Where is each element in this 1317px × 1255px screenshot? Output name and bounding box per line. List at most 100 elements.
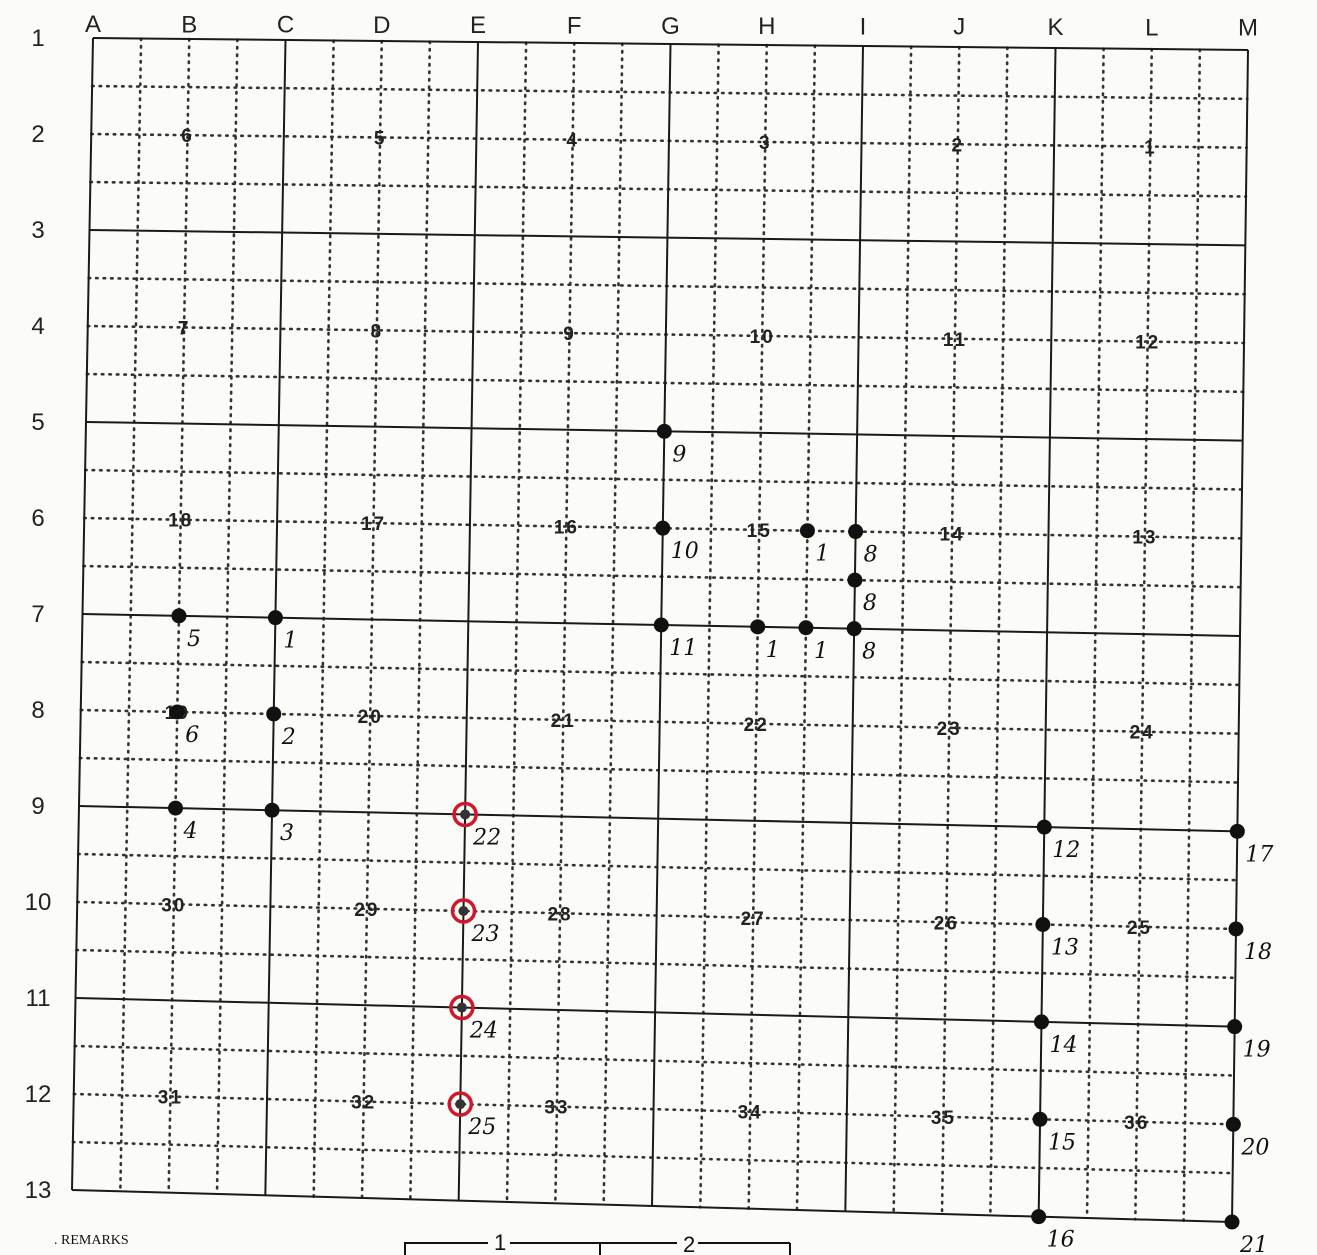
point-label: 1 (814, 639, 828, 664)
point-dot (1032, 1111, 1048, 1127)
section-number: 27 (741, 909, 766, 930)
row-label: 4 (31, 313, 44, 340)
column-label: E (470, 12, 486, 39)
section-number: 14 (939, 524, 964, 545)
point-label: 22 (472, 825, 501, 850)
point-label: 12 (1052, 838, 1080, 863)
point-dot (1229, 823, 1245, 839)
point-label: 10 (671, 539, 699, 564)
column-label: J (953, 14, 965, 41)
column-label: G (661, 13, 680, 40)
point-dot (264, 802, 280, 818)
point-label: 3 (280, 821, 294, 846)
scale-label-2: 2 (683, 1232, 695, 1255)
point-label: 1 (766, 638, 780, 663)
survey-point: 12 (1036, 819, 1080, 863)
survey-point: 24 (449, 994, 498, 1044)
section-number: 10 (750, 327, 775, 348)
row-label: 8 (31, 697, 44, 724)
survey-point: 8 (847, 572, 877, 616)
point-label: 6 (185, 723, 199, 748)
section-number: 15 (747, 521, 772, 542)
survey-point: 23 (450, 898, 500, 947)
row-label: 2 (31, 121, 44, 148)
row-label: 1 (31, 25, 44, 52)
row-label: 9 (31, 793, 44, 820)
column-label: K (1047, 14, 1063, 41)
column-label: A (85, 11, 101, 38)
section-number: 31 (158, 1088, 183, 1109)
column-labels: A B C D E F G H I J K L M (85, 11, 1258, 42)
point-dot (458, 906, 469, 916)
section-number: 30 (161, 895, 186, 916)
point-dot (1224, 1214, 1240, 1230)
point-label: 5 (187, 627, 201, 652)
point-label: 8 (863, 591, 877, 616)
section-number: 22 (744, 715, 769, 736)
section-number: 35 (931, 1108, 956, 1129)
section-number: 3 (759, 133, 772, 154)
red-circle-mark (452, 801, 478, 828)
section-number: 7 (178, 318, 191, 339)
column-label: C (277, 12, 294, 39)
point-dot (1227, 1019, 1243, 1035)
survey-point: 8 (846, 621, 876, 665)
red-circle-mark (447, 1091, 474, 1117)
point-label: 8 (864, 543, 878, 568)
section-number: 23 (937, 719, 962, 740)
section-number: 5 (374, 128, 387, 149)
survey-point: 8 (848, 524, 878, 568)
point-label: 2 (281, 725, 296, 750)
red-circle-mark (449, 994, 475, 1021)
column-label: B (181, 11, 197, 38)
point-label: 25 (467, 1115, 496, 1140)
section-number: 33 (544, 1098, 569, 1119)
survey-point: 2 (266, 706, 296, 750)
point-dot (1228, 921, 1244, 937)
survey-point: 13 (1035, 917, 1079, 961)
point-label: 21 (1239, 1233, 1268, 1255)
survey-point: 1 (750, 619, 780, 663)
row-label: 7 (31, 601, 44, 628)
point-dot (656, 423, 672, 439)
point-label: 9 (672, 442, 686, 467)
section-number: 16 (554, 517, 579, 538)
column-label: I (860, 13, 867, 40)
survey-point: 18 (1228, 921, 1272, 965)
section-number: 13 (1132, 528, 1157, 549)
section-number: 36 (1124, 1113, 1149, 1134)
footer: . REMARKS 1 2 (54, 1230, 791, 1255)
row-label: 5 (31, 409, 44, 436)
section-number: 17 (361, 514, 386, 535)
point-dot (1036, 819, 1052, 835)
point-dot (846, 621, 862, 637)
column-label: M (1238, 15, 1258, 42)
section-number: 11 (943, 330, 967, 351)
section-number: 4 (566, 131, 579, 152)
survey-point: 1 (798, 620, 828, 664)
scale-label-1: 1 (494, 1230, 506, 1255)
section-number: 2 (952, 135, 965, 156)
column-label: F (567, 13, 582, 40)
column-label: D (373, 12, 390, 39)
point-dot (847, 572, 863, 588)
point-dot (848, 524, 864, 540)
section-number: 12 (1135, 333, 1160, 354)
point-dot (169, 704, 185, 720)
point-label: 20 (1240, 1135, 1269, 1160)
scale-bar: 1 2 (404, 1230, 791, 1255)
point-label: 1 (283, 629, 297, 654)
section-number: 9 (563, 324, 576, 345)
point-label: 23 (471, 922, 500, 947)
survey-point: 10 (655, 520, 699, 564)
survey-point: 22 (452, 801, 501, 850)
point-dot (1225, 1116, 1241, 1132)
point-label: 4 (183, 819, 198, 844)
section-number: 32 (351, 1093, 376, 1114)
point-dot (456, 1002, 467, 1013)
section-number: 1 (1144, 138, 1157, 159)
section-number: 24 (1130, 723, 1155, 744)
point-dot (266, 706, 282, 722)
section-number: 21 (551, 711, 576, 732)
